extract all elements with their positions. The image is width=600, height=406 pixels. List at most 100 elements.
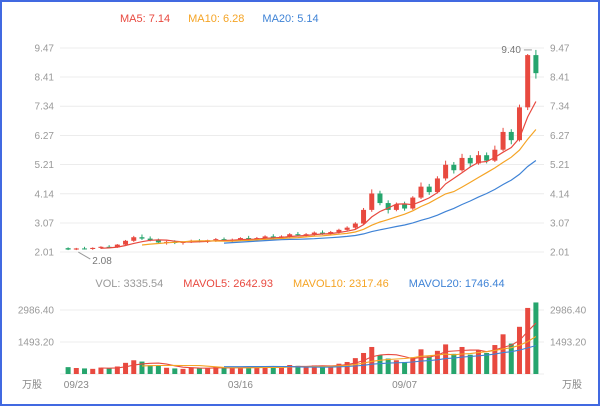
volume-tick-left: 2986.40 [18, 305, 55, 316]
price-grid: 2.01 2.01 3.07 3.07 4.14 4.14 5.21 5.21 6.27 6.27… [35, 44, 570, 259]
price-tick-right: 9.47 [550, 44, 570, 55]
volume-tick-left: 1493.20 [18, 337, 55, 348]
volume-bar [65, 367, 71, 374]
volume-bar [385, 358, 391, 374]
candle-body [328, 232, 334, 234]
candle-body [352, 223, 358, 228]
price-tick-right: 4.14 [550, 189, 570, 200]
ma20-line [223, 160, 537, 244]
candle-body [385, 203, 391, 210]
volume-bar [106, 368, 112, 374]
volume-bar [73, 367, 79, 374]
volume-bar [123, 362, 129, 374]
volume-bar [155, 365, 161, 374]
volume-bar [467, 354, 473, 374]
candle-body [344, 227, 350, 230]
volume-bar [98, 367, 104, 374]
volume-unit-label-right: 万股 [562, 379, 582, 391]
candle-body [311, 232, 317, 235]
volume-ma-legend: VOL: 3335.54 MAVOL5: 2642.93 MAVOL10: 23… [2, 278, 598, 290]
volume-bar [402, 361, 408, 374]
ma20-legend-label: MA20: 5.14 [262, 13, 319, 25]
volume-bar [484, 352, 490, 374]
price-tick-right: 7.34 [550, 102, 570, 113]
volume-bar [492, 345, 498, 374]
candle-body [369, 193, 375, 210]
candle-body [320, 232, 326, 234]
volume-bar [287, 364, 293, 374]
volume-bar [443, 344, 449, 374]
volume-bar [451, 353, 457, 374]
candlestick-series [65, 49, 539, 251]
volume-bar [336, 363, 342, 374]
volume-bar [188, 367, 194, 374]
candle-body [147, 238, 153, 241]
volume-bar [237, 366, 243, 374]
ma10-legend-label: MA10: 6.28 [188, 13, 245, 25]
candle-body [131, 237, 137, 241]
price-tick-left: 3.07 [35, 219, 55, 230]
volume-bar [377, 355, 383, 374]
price-tick-left: 7.34 [35, 102, 55, 113]
volume-bar [213, 366, 219, 374]
price-tick-left: 9.47 [35, 44, 55, 55]
volume-bar [393, 360, 399, 374]
candle-body [270, 236, 276, 238]
candle-body [410, 197, 416, 209]
volume-bar [139, 361, 145, 374]
candle-body [451, 164, 457, 171]
volume-bar [262, 366, 268, 374]
volume-bar [221, 367, 227, 374]
volume-bar [508, 343, 514, 374]
candle-body [516, 107, 522, 141]
mavol20-legend-label: MAVOL20: 1746.44 [408, 278, 505, 290]
x-axis-date-label: 03/16 [228, 380, 253, 391]
candle-body [262, 236, 268, 239]
ma5-line [100, 101, 537, 249]
candle-body [65, 248, 71, 250]
mavol5-legend-label: MAVOL5: 2642.93 [183, 278, 273, 290]
candle-body [467, 157, 473, 164]
volume-grid: 1493.20 1493.20 2986.40 2986.40 [18, 305, 587, 375]
candle-body [426, 186, 432, 193]
candle-body [287, 234, 293, 237]
price-tick-right: 5.21 [550, 160, 570, 171]
candle-body [303, 234, 309, 236]
candle-body [377, 193, 383, 204]
price-tick-left: 8.41 [35, 72, 55, 83]
candle-body [123, 240, 129, 245]
volume-bar [418, 349, 424, 374]
candle-body [434, 178, 440, 193]
volume-bar [303, 366, 309, 374]
low-annotation-label: 2.08 [92, 256, 112, 267]
volume-series [65, 302, 539, 374]
candle-body [336, 229, 342, 233]
volume-unit-label-left: 万股 [22, 379, 42, 391]
volume-bar [82, 368, 88, 374]
candle-body [459, 157, 465, 171]
candle-body [155, 240, 161, 243]
price-tick-right: 2.01 [550, 248, 570, 259]
volume-bar [459, 346, 465, 374]
price-tick-left: 6.27 [35, 131, 55, 142]
volume-bar [475, 349, 481, 374]
mavol10-legend-label: MAVOL10: 2317.46 [292, 278, 389, 290]
candle-body [418, 186, 424, 198]
ma10-line [141, 129, 537, 246]
candle-body [114, 244, 120, 248]
candle-body [500, 131, 506, 150]
candle-body [213, 239, 219, 241]
volume-bar [311, 365, 317, 374]
price-tick-left: 4.14 [35, 189, 55, 200]
volume-bar [369, 346, 375, 374]
volume-bar [205, 368, 211, 374]
volume-bar [90, 368, 96, 374]
volume-bar [533, 302, 539, 374]
candle-body [98, 246, 104, 248]
candle-body [443, 164, 449, 179]
price-tick-left: 2.01 [35, 248, 55, 259]
volume-bar [172, 368, 178, 374]
candle-body [295, 234, 301, 236]
volume-bar [114, 366, 120, 374]
